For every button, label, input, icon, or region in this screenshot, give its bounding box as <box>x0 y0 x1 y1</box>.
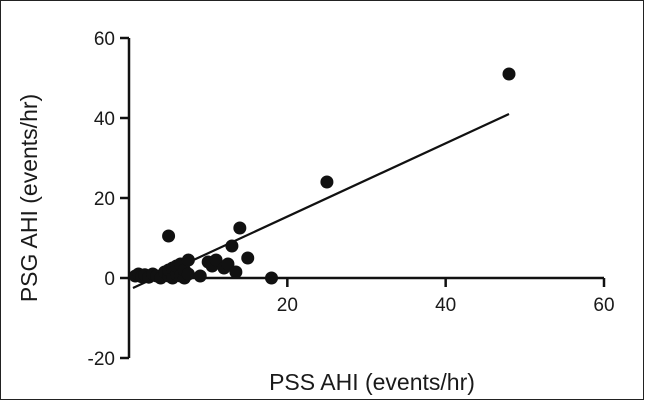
data-point <box>221 257 235 271</box>
data-point <box>193 269 207 283</box>
data-point <box>209 253 223 267</box>
data-point <box>320 175 334 189</box>
y-axis-label: PSG AHI (events/hr) <box>16 94 42 302</box>
y-tick-label: -20 <box>88 349 115 370</box>
data-point <box>181 267 195 281</box>
x-tick-label: 20 <box>277 295 298 316</box>
data-point <box>162 229 176 243</box>
data-points <box>128 67 516 285</box>
data-point <box>181 253 195 267</box>
regression-line-group <box>132 113 510 289</box>
x-tick-label: 60 <box>593 295 614 316</box>
data-point <box>241 251 255 265</box>
x-axis-label: PSS AHI (events/hr) <box>269 369 475 395</box>
y-tick-label: 40 <box>94 109 115 130</box>
data-point <box>502 67 516 81</box>
axes: -20 0 20 40 60 20 40 60 <box>88 29 615 370</box>
regression-line <box>132 113 510 289</box>
data-point <box>265 271 278 285</box>
y-tick-label: 20 <box>94 189 115 210</box>
y-tick-label: 60 <box>94 29 115 50</box>
data-point <box>233 221 247 235</box>
x-tick-label: 40 <box>435 295 456 316</box>
y-tick-label: 0 <box>104 269 115 290</box>
data-point <box>225 239 239 253</box>
data-point <box>229 265 243 279</box>
